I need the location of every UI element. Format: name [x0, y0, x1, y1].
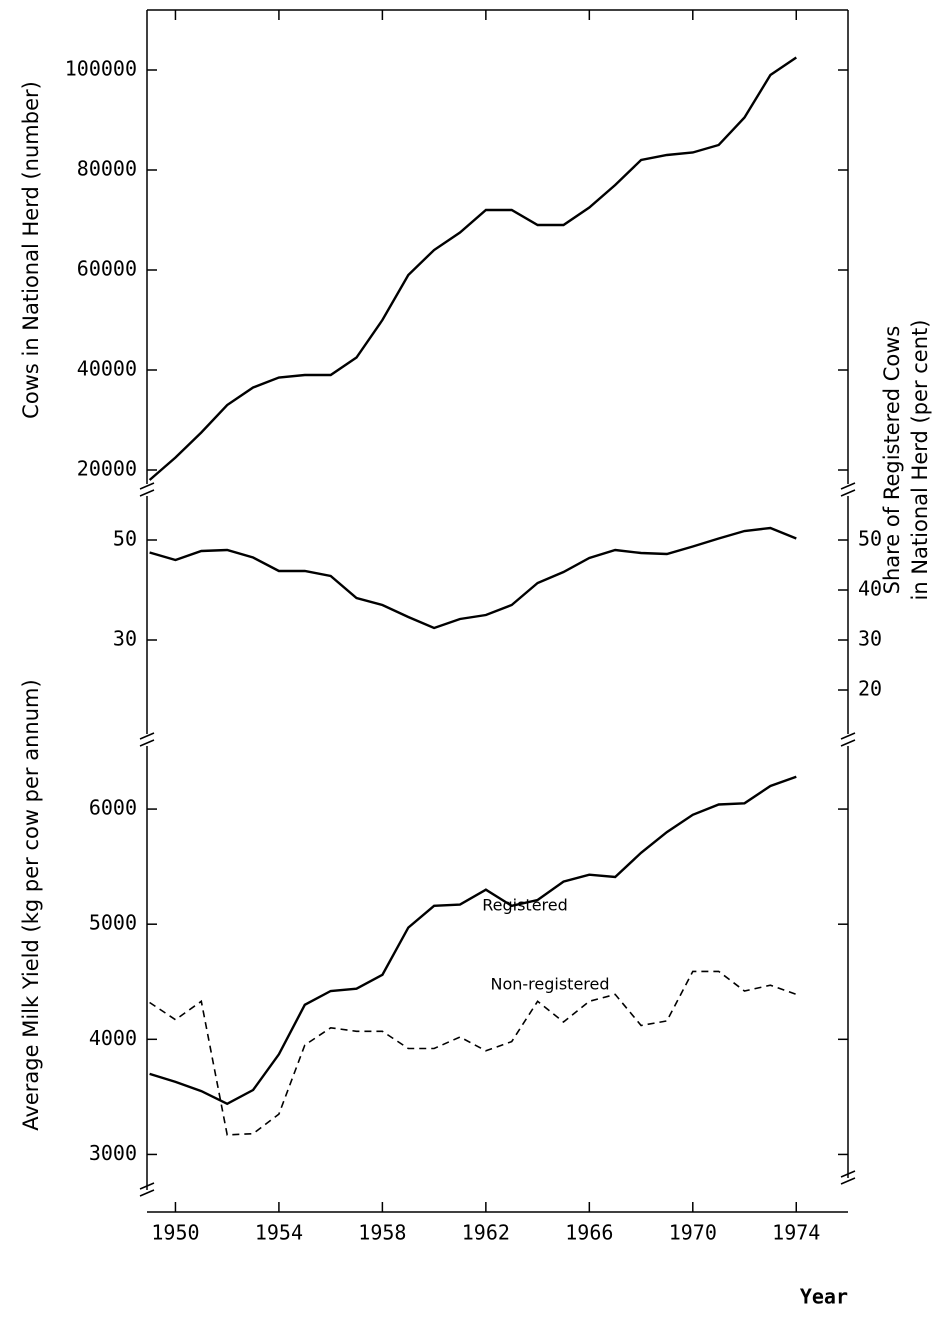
axis-break — [840, 489, 856, 497]
y-tick-label: 50 — [113, 527, 137, 551]
y-tick-label: 6000 — [89, 796, 137, 820]
axis-break — [139, 489, 155, 497]
axis-break — [139, 732, 155, 740]
x-tick-label: 1966 — [565, 1221, 613, 1245]
axis-break — [840, 482, 856, 490]
series-label: Registered — [482, 896, 568, 915]
axis-break — [139, 482, 155, 490]
y-tick-label: 3000 — [89, 1141, 137, 1165]
y-tick-label: 5000 — [89, 911, 137, 935]
y-tick-label: 100000 — [65, 57, 137, 81]
series-line — [149, 775, 797, 1106]
series-label: Non-registered — [490, 975, 609, 994]
y-tick-label: 4000 — [89, 1026, 137, 1050]
x-tick-label: 1970 — [669, 1221, 717, 1245]
y-tick-label: 80000 — [77, 157, 137, 181]
x-tick-label: 1950 — [151, 1221, 199, 1245]
x-tick-label: 1974 — [772, 1221, 820, 1245]
y-tick-label: 40000 — [77, 357, 137, 381]
y2-tick-label: 40 — [858, 577, 882, 601]
axis-break — [840, 739, 856, 747]
axis-break — [139, 739, 155, 747]
x-axis-label: Year — [800, 1285, 848, 1309]
y2-tick-label: 50 — [858, 527, 882, 551]
x-tick-label: 1958 — [358, 1221, 406, 1245]
axis-break — [139, 1189, 155, 1197]
y2-axis-label: in National Herd (per cent) — [908, 320, 932, 601]
axis-break — [840, 732, 856, 740]
y-axis-label: Cows in National Herd (number) — [19, 81, 43, 419]
series-line — [149, 970, 797, 1136]
y2-tick-label: 30 — [858, 627, 882, 651]
y-tick-label: 20000 — [77, 457, 137, 481]
axis-break — [139, 1182, 155, 1190]
y2-tick-label: 20 — [858, 677, 882, 701]
x-tick-label: 1954 — [255, 1221, 303, 1245]
axis-break — [840, 1170, 856, 1178]
axis-break — [840, 1177, 856, 1185]
y-axis-label: Average Milk Yield (kg per cow per annum… — [19, 679, 43, 1130]
x-tick-label: 1962 — [462, 1221, 510, 1245]
y-tick-label: 30 — [113, 627, 137, 651]
series-line — [148, 56, 797, 481]
series-line — [149, 526, 797, 630]
y-tick-label: 60000 — [77, 257, 137, 281]
y2-axis-label: Share of Registered Cows — [880, 326, 904, 595]
